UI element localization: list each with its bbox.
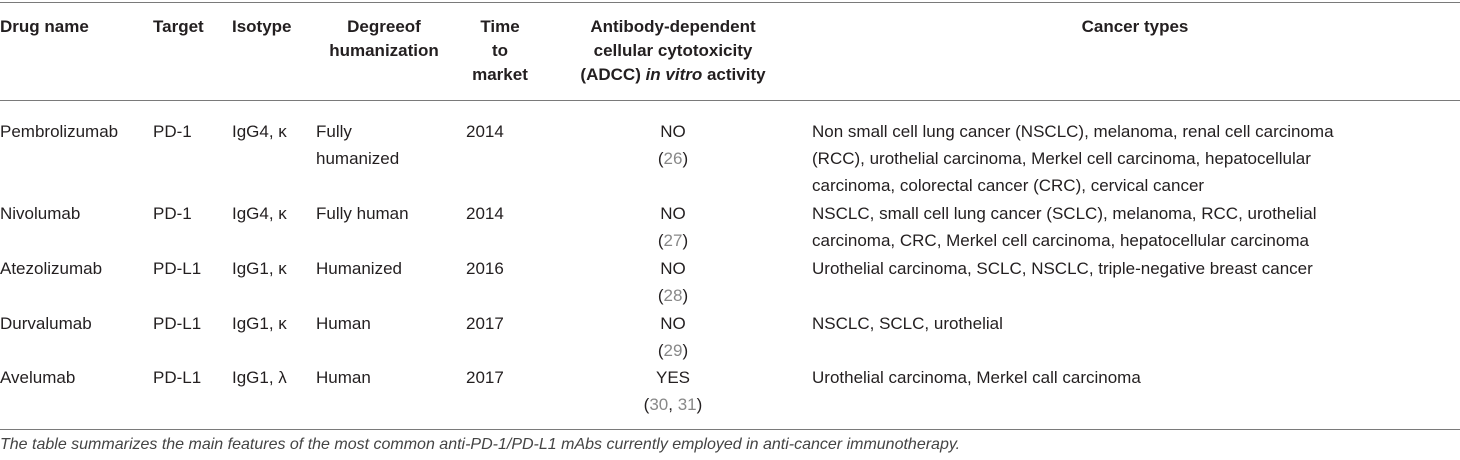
cell-isotype: IgG1, κ [232,259,287,278]
reference-punct: ) [696,395,703,414]
table-caption: The table summarizes the main features o… [0,436,961,453]
header-isotype: Isotype [232,17,292,36]
cell-humanization: Human [316,310,371,337]
adcc-value: NO [660,122,686,141]
table-bottom-rule [0,429,1460,430]
reference-punct: ( [657,149,664,168]
cell-cancer-types: NSCLC, small cell lung cancer (SCLC), me… [812,200,1317,254]
cell-adcc: NO (27) [548,200,798,254]
cell-drug-name: Avelumab [0,368,76,387]
header-adcc-activity: activity [702,65,766,84]
reference-link[interactable]: 28 [663,286,683,305]
humanization-line: Humanized [316,259,402,278]
header-adcc-in-vitro: in vitro [645,65,703,84]
cancer-types-line: carcinoma, colorectal cancer (CRC), cerv… [812,176,1205,195]
adcc-reference: (27) [548,227,798,254]
reference-link[interactable]: 26 [663,149,683,168]
reference-punct: ) [682,231,689,250]
header-adcc-line2: cellular cytotoxicity [593,41,753,60]
cell-target: PD-L1 [153,368,202,387]
cell-isotype: IgG1, κ [232,314,287,333]
adcc-value: NO [660,259,686,278]
adcc-value: NO [660,204,686,223]
header-time-line3: market [472,65,528,84]
cell-isotype: IgG4, κ [232,204,287,223]
cell-target: PD-L1 [153,259,202,278]
cell-target: PD-1 [153,122,192,141]
cell-isotype: IgG1, λ [232,368,287,387]
humanization-line: Human [316,314,371,333]
reference-punct: ( [657,286,664,305]
cell-humanization: Human [316,364,371,391]
header-humanization: Degreeof humanization [316,15,452,63]
cell-adcc: NO (28) [548,255,798,309]
cell-humanization: Humanized [316,255,402,282]
reference-link[interactable]: 29 [663,341,683,360]
cell-cancer-types: Urothelial carcinoma, SCLC, NSCLC, tripl… [812,255,1313,282]
reference-punct: ) [682,341,689,360]
cell-time-to-market: 2016 [466,259,504,278]
adcc-reference: (26) [548,145,798,172]
cell-time-to-market: 2014 [466,122,504,141]
reference-link[interactable]: 31 [677,395,697,414]
header-target: Target [153,17,204,36]
header-humanization-line2: humanization [329,41,439,60]
adcc-reference: (30, 31) [548,391,798,418]
header-adcc-line1: Antibody-dependent [590,17,756,36]
header-time-to-market: Time to market [462,15,538,87]
reference-punct: ) [682,149,689,168]
cancer-types-line: Urothelial carcinoma, SCLC, NSCLC, tripl… [812,259,1313,278]
cancer-types-line: Urothelial carcinoma, Merkel call carcin… [812,368,1141,387]
humanization-line: Human [316,368,371,387]
header-adcc: Antibody-dependent cellular cytotoxicity… [548,15,798,87]
reference-punct: ( [657,231,664,250]
adcc-reference: (28) [548,282,798,309]
header-humanization-line1: Degreeof [347,17,421,36]
adcc-reference: (29) [548,337,798,364]
cell-drug-name: Durvalumab [0,314,92,333]
cell-time-to-market: 2017 [466,368,504,387]
cell-drug-name: Atezolizumab [0,259,103,278]
header-adcc-line3: (ADCC) in vitro activity [548,63,798,87]
cancer-types-line: NSCLC, SCLC, urothelial [812,314,1003,333]
cell-target: PD-L1 [153,314,202,333]
cell-adcc: NO (29) [548,310,798,364]
cancer-types-line: Non small cell lung cancer (NSCLC), mela… [812,122,1334,141]
adcc-value: NO [660,314,686,333]
reference-punct: ) [682,286,689,305]
header-time-line2: to [491,41,509,60]
cell-drug-name: Pembrolizumab [0,122,119,141]
cancer-types-line: carcinoma, CRC, Merkel cell carcinoma, h… [812,231,1309,250]
cell-cancer-types: Non small cell lung cancer (NSCLC), mela… [812,118,1334,199]
header-divider [0,100,1460,101]
cell-humanization: Fully humanized [316,118,399,172]
cell-humanization: Fully human [316,200,409,227]
cancer-types-line: (RCC), urothelial carcinoma, Merkel cell… [812,149,1311,168]
humanization-line: Fully human [316,204,409,223]
header-cancer-types: Cancer types [1081,17,1189,36]
humanization-line: humanized [316,149,400,168]
header-drug-name: Drug name [0,17,89,36]
cell-cancer-types: Urothelial carcinoma, Merkel call carcin… [812,364,1141,391]
adcc-value: YES [655,368,691,387]
header-adcc-abbr: (ADCC) [580,65,646,84]
reference-punct: , [668,395,678,414]
cell-adcc: YES (30, 31) [548,364,798,418]
reference-punct: ( [643,395,650,414]
cell-time-to-market: 2017 [466,314,504,333]
cell-cancer-types: NSCLC, SCLC, urothelial [812,310,1003,337]
reference-link[interactable]: 27 [663,231,683,250]
cell-drug-name: Nivolumab [0,204,81,223]
cell-target: PD-1 [153,204,192,223]
header-time-line1: Time [480,17,520,36]
humanization-line: Fully [316,122,352,141]
reference-punct: ( [657,341,664,360]
reference-link[interactable]: 30 [649,395,669,414]
cell-time-to-market: 2014 [466,204,504,223]
cell-isotype: IgG4, κ [232,122,287,141]
cancer-types-line: NSCLC, small cell lung cancer (SCLC), me… [812,204,1317,223]
cell-adcc: NO (26) [548,118,798,172]
table-top-rule [0,2,1460,3]
